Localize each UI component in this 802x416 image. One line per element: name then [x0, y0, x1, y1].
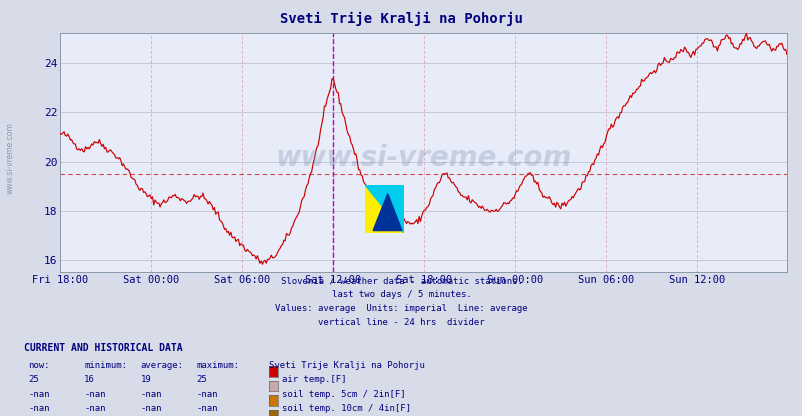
Text: CURRENT AND HISTORICAL DATA: CURRENT AND HISTORICAL DATA: [24, 343, 183, 353]
Text: -nan: -nan: [84, 390, 106, 399]
Text: -nan: -nan: [84, 404, 106, 414]
Text: -nan: -nan: [28, 404, 50, 414]
Text: air temp.[F]: air temp.[F]: [282, 375, 346, 384]
Polygon shape: [365, 185, 403, 233]
Text: last two days / 5 minutes.: last two days / 5 minutes.: [331, 290, 471, 300]
Text: 25: 25: [196, 375, 207, 384]
Text: -nan: -nan: [196, 390, 218, 399]
Text: vertical line - 24 hrs  divider: vertical line - 24 hrs divider: [318, 318, 484, 327]
Polygon shape: [373, 194, 402, 230]
Text: soil temp. 10cm / 4in[F]: soil temp. 10cm / 4in[F]: [282, 404, 411, 414]
Text: maximum:: maximum:: [196, 361, 240, 370]
Text: 19: 19: [140, 375, 151, 384]
Text: 16: 16: [84, 375, 95, 384]
Text: www.si-vreme.com: www.si-vreme.com: [275, 144, 571, 172]
Text: Sveti Trije Kralji na Pohorju: Sveti Trije Kralji na Pohorju: [280, 12, 522, 26]
Polygon shape: [365, 185, 403, 233]
Text: Sveti Trije Kralji na Pohorju: Sveti Trije Kralji na Pohorju: [269, 361, 424, 370]
Text: -nan: -nan: [28, 390, 50, 399]
Text: -nan: -nan: [196, 404, 218, 414]
Text: minimum:: minimum:: [84, 361, 128, 370]
Text: 25: 25: [28, 375, 38, 384]
Text: Values: average  Units: imperial  Line: average: Values: average Units: imperial Line: av…: [275, 304, 527, 313]
Text: Slovenia / weather data - automatic stations.: Slovenia / weather data - automatic stat…: [280, 277, 522, 286]
Text: -nan: -nan: [140, 390, 162, 399]
Text: www.si-vreme.com: www.si-vreme.com: [6, 122, 14, 194]
Text: average:: average:: [140, 361, 184, 370]
Text: -nan: -nan: [140, 404, 162, 414]
Text: now:: now:: [28, 361, 50, 370]
Text: soil temp. 5cm / 2in[F]: soil temp. 5cm / 2in[F]: [282, 390, 405, 399]
